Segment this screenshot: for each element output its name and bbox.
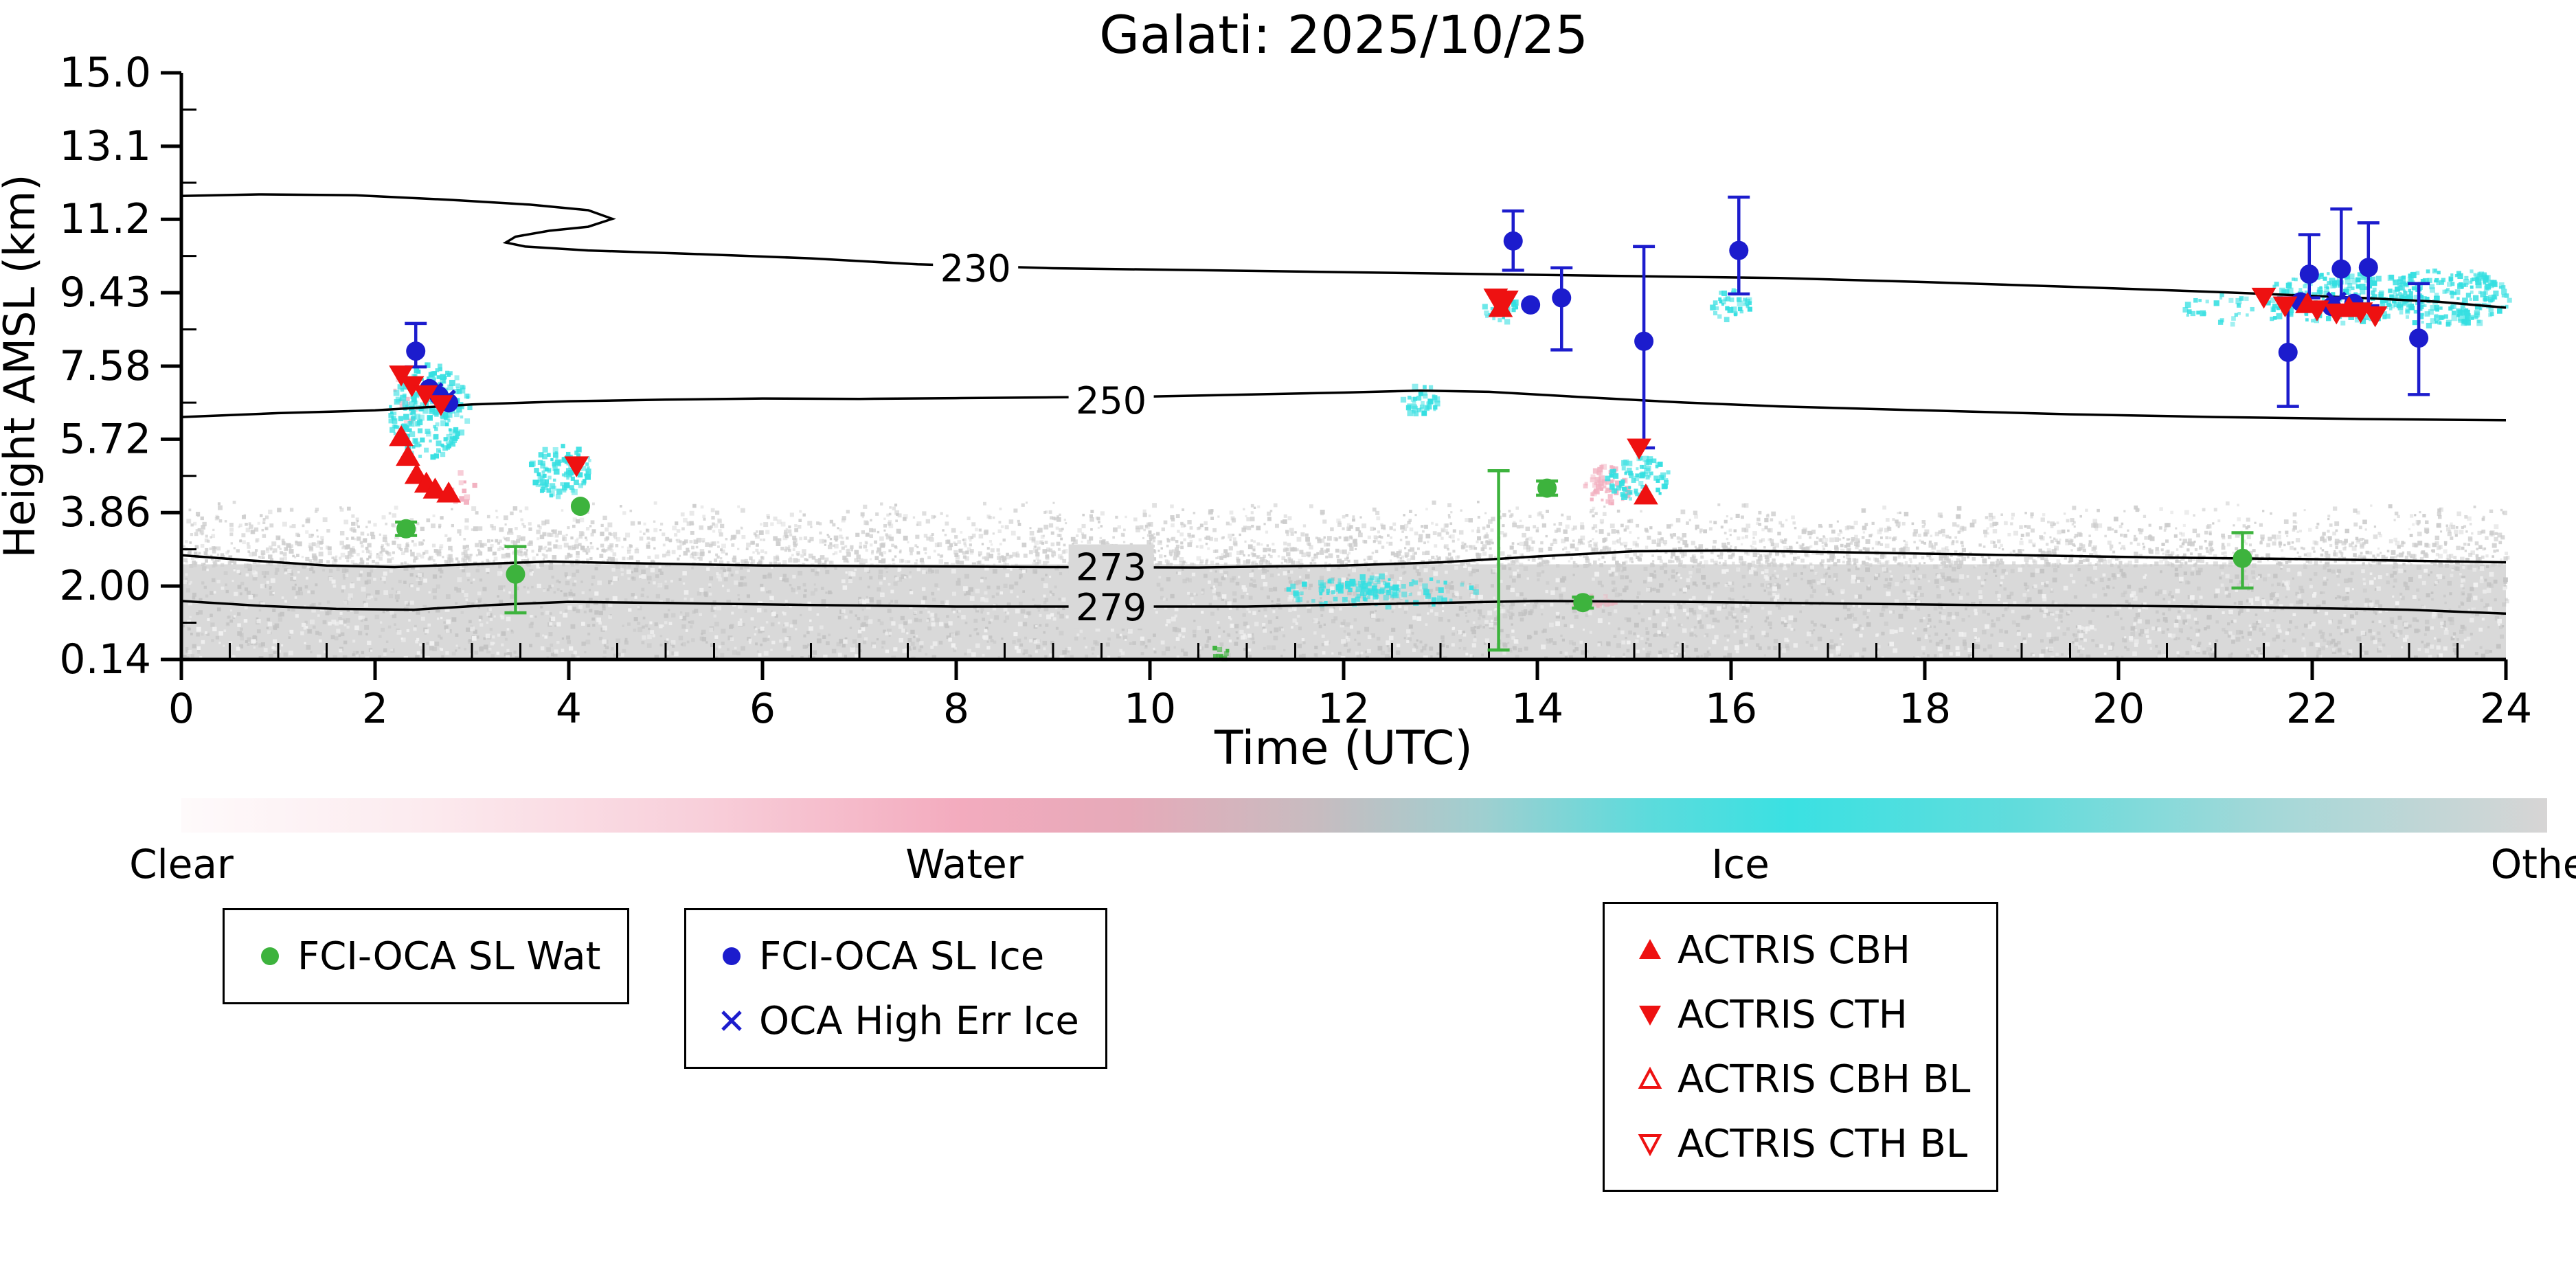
legend-label: ACTRIS CBH xyxy=(1677,927,1911,973)
circle-icon xyxy=(723,947,741,965)
legend-label: OCA High Err Ice xyxy=(759,998,1079,1043)
tri-up-filled-icon xyxy=(1639,939,1661,959)
markers xyxy=(389,231,2429,613)
colorbar-label-other: Other xyxy=(2490,841,2576,888)
legend-item: ACTRIS CTH xyxy=(1631,982,1970,1047)
legend-item: ACTRIS CTH BL xyxy=(1631,1111,1970,1176)
legend-fci-oca-wat: FCI-OCA SL Wat xyxy=(223,908,629,1004)
legend-label: FCI-OCA SL Ice xyxy=(759,934,1045,979)
cloud-patches xyxy=(388,268,2512,662)
colorbar-label-water: Water xyxy=(905,841,1024,888)
legend-label: ACTRIS CBH BL xyxy=(1677,1057,1971,1102)
legend-actris: ACTRIS CBH ACTRIS CTH ACTRIS CBH BL ACTRIS … xyxy=(1603,902,1999,1192)
colorbar-label-clear: Clear xyxy=(129,841,234,888)
colorbar-label-ice: Ice xyxy=(1711,841,1770,888)
class-colorbar xyxy=(181,798,2547,833)
circle-icon xyxy=(261,947,279,965)
tri-down-filled-icon xyxy=(1639,1006,1661,1026)
legend-item: ACTRIS CBH BL xyxy=(1631,1047,1970,1111)
legend-fci-oca-ice: FCI-OCA SL Ice OCA High Err Ice xyxy=(684,908,1107,1069)
legend-item: FCI-OCA SL Ice xyxy=(712,924,1079,988)
axes: 0 2 4 6 8 10 12 14 16 18 20 22 240.142.003.865.727.5… xyxy=(0,49,2532,776)
classification-background xyxy=(181,500,2510,662)
legend-label: ACTRIS CTH BL xyxy=(1677,1121,1968,1166)
x-icon xyxy=(721,1010,742,1031)
legend-item: FCI-OCA SL Wat xyxy=(251,924,601,988)
legend-item: OCA High Err Ice xyxy=(712,988,1079,1053)
legend-label: FCI-OCA SL Wat xyxy=(297,934,601,979)
tri-up-open-icon xyxy=(1638,1066,1662,1089)
legend-label: ACTRIS CTH xyxy=(1677,992,1908,1037)
legend-item: ACTRIS CBH xyxy=(1631,918,1970,982)
chart-title: Galati: 2025/10/25 xyxy=(1099,4,1588,65)
tri-down-open-icon xyxy=(1638,1134,1662,1157)
